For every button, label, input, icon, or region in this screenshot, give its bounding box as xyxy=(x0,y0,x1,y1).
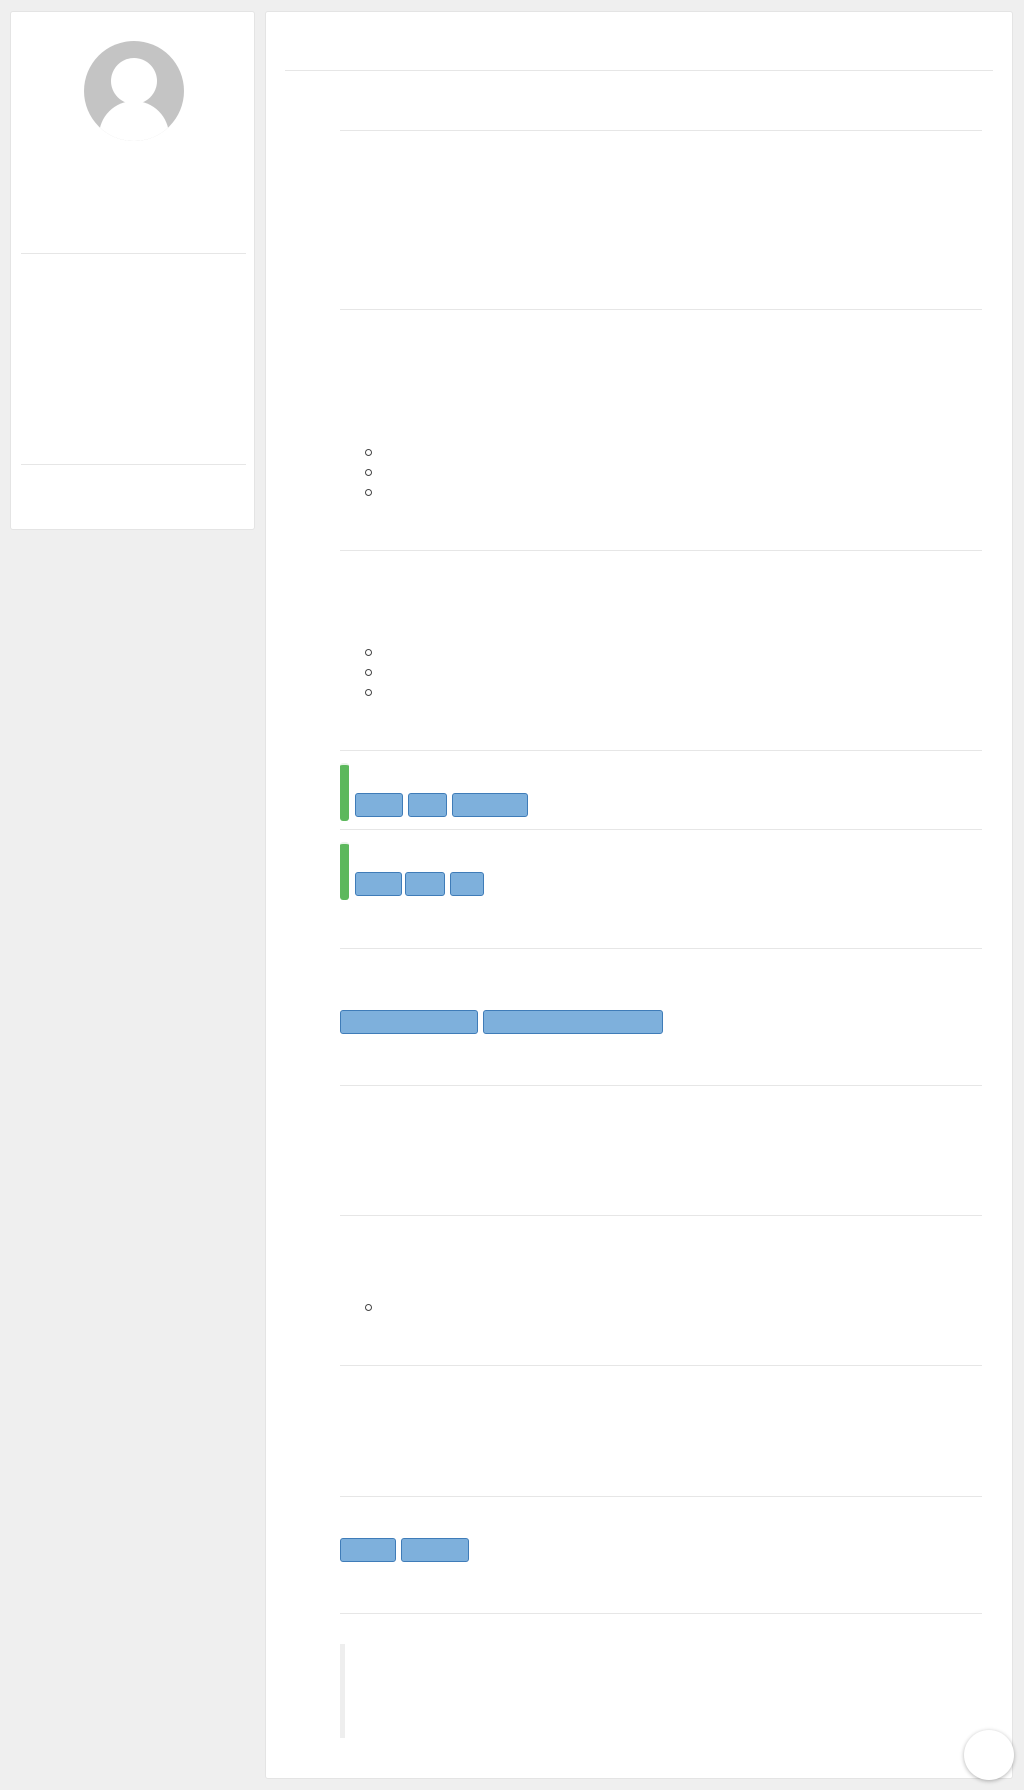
status-indicator xyxy=(340,842,349,900)
avatar-head-icon xyxy=(111,58,157,104)
list-bullet-icon xyxy=(365,469,372,476)
section-divider xyxy=(340,829,982,830)
tag-button[interactable] xyxy=(355,793,403,817)
section-divider xyxy=(340,309,982,310)
header-divider xyxy=(285,70,993,71)
section-divider xyxy=(340,130,982,131)
section-divider xyxy=(340,750,982,751)
list-bullet-icon xyxy=(365,649,372,656)
list-bullet-icon xyxy=(365,1304,372,1311)
tag-button[interactable] xyxy=(408,793,447,817)
section-divider xyxy=(340,1496,982,1497)
section-divider xyxy=(340,1365,982,1366)
profile-sidebar xyxy=(10,11,255,530)
status-indicator xyxy=(340,763,349,821)
avatar xyxy=(84,41,184,141)
sidebar-divider xyxy=(21,253,246,254)
action-button[interactable] xyxy=(483,1010,663,1034)
tag-button[interactable] xyxy=(355,872,402,896)
tag-button[interactable] xyxy=(450,872,484,896)
action-button[interactable] xyxy=(340,1538,396,1562)
tag-button[interactable] xyxy=(452,793,528,817)
section-divider xyxy=(340,1613,982,1614)
sidebar-divider xyxy=(21,464,246,465)
list-bullet-icon xyxy=(365,449,372,456)
list-bullet-icon xyxy=(365,689,372,696)
avatar-body-icon xyxy=(99,101,169,141)
floating-action-button[interactable] xyxy=(964,1730,1014,1780)
section-divider xyxy=(340,1215,982,1216)
section-divider xyxy=(340,550,982,551)
section-divider xyxy=(340,948,982,949)
action-button[interactable] xyxy=(340,1010,478,1034)
tag-button[interactable] xyxy=(405,872,445,896)
blockquote-bar xyxy=(340,1644,345,1738)
list-bullet-icon xyxy=(365,489,372,496)
section-divider xyxy=(340,1085,982,1086)
action-button[interactable] xyxy=(401,1538,469,1562)
list-bullet-icon xyxy=(365,669,372,676)
